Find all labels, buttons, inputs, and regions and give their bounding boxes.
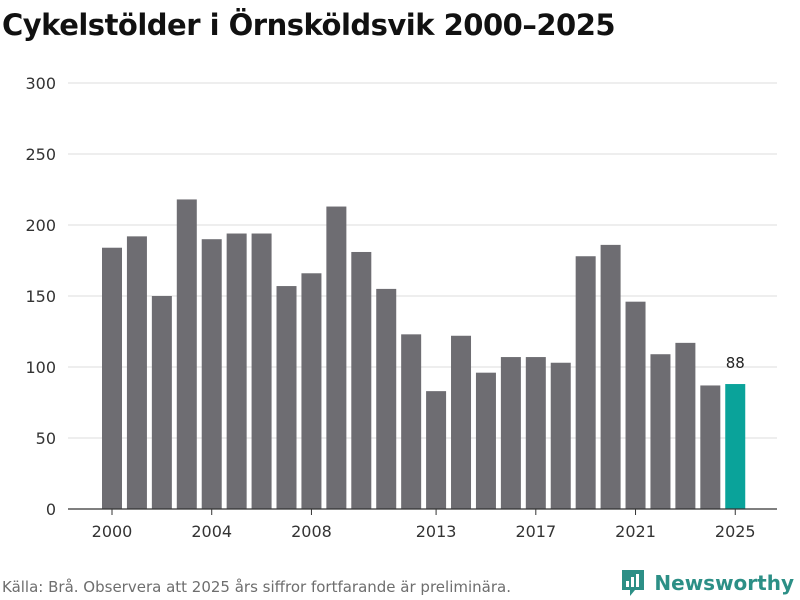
bar-2008 — [301, 273, 322, 509]
bar-2006 — [251, 233, 272, 509]
x-tick-label: 2025 — [715, 522, 756, 541]
bars — [102, 199, 746, 510]
bar-2003 — [176, 199, 197, 509]
brand-name: Newsworthy — [654, 571, 794, 595]
annotations: 88 — [726, 354, 745, 372]
x-axis: 2000 2004 2008 2013 2017 2021 2025 — [68, 508, 777, 541]
bar-2022 — [650, 354, 671, 509]
chart-title: Cykelstölder i Örnsköldsvik 2000–2025 — [2, 8, 616, 42]
source-note: Källa: Brå. Observera att 2025 års siffr… — [2, 578, 511, 596]
bar-2007 — [276, 286, 297, 509]
bar-2015 — [475, 372, 496, 509]
x-tick-label: 2000 — [92, 522, 133, 541]
bar-2024 — [700, 385, 721, 509]
brand-logo[interactable]: Newsworthy — [620, 568, 794, 598]
y-tick-label: 0 — [46, 500, 56, 519]
bar-2025 — [725, 384, 746, 509]
bar-2021 — [625, 301, 646, 509]
bar-2017 — [525, 357, 546, 509]
bar-2004 — [201, 239, 222, 509]
y-tick-label: 200 — [25, 216, 56, 235]
bar-2014 — [451, 335, 472, 509]
highlight-value-label: 88 — [726, 354, 745, 372]
bar-2011 — [376, 288, 397, 509]
bar-2005 — [226, 233, 247, 509]
y-axis-labels: 0 50 100 150 200 250 300 — [25, 74, 56, 519]
y-tick-label: 50 — [36, 429, 56, 448]
bar-2012 — [401, 334, 422, 509]
y-tick-label: 100 — [25, 358, 56, 377]
bar-2010 — [351, 251, 372, 510]
bar-2023 — [675, 342, 696, 509]
bar-2001 — [126, 236, 147, 510]
bar-2019 — [575, 256, 596, 509]
y-tick-label: 150 — [25, 287, 56, 306]
newsworthy-logo-icon — [622, 570, 645, 596]
x-tick-label: 2004 — [191, 522, 232, 541]
bar-2018 — [550, 362, 571, 509]
bar-2020 — [600, 244, 621, 509]
x-tick-label: 2017 — [515, 522, 556, 541]
bar-2009 — [326, 206, 347, 510]
gridlines — [68, 82, 777, 439]
bar-2000 — [102, 247, 122, 509]
y-tick-label: 300 — [25, 74, 56, 93]
bar-2002 — [151, 296, 172, 509]
x-tick-label: 2021 — [615, 522, 656, 541]
bar-2013 — [426, 391, 447, 509]
bar-2016 — [500, 357, 521, 509]
x-tick-label: 2013 — [416, 522, 457, 541]
y-tick-label: 250 — [25, 145, 56, 164]
x-tick-label: 2008 — [291, 522, 332, 541]
